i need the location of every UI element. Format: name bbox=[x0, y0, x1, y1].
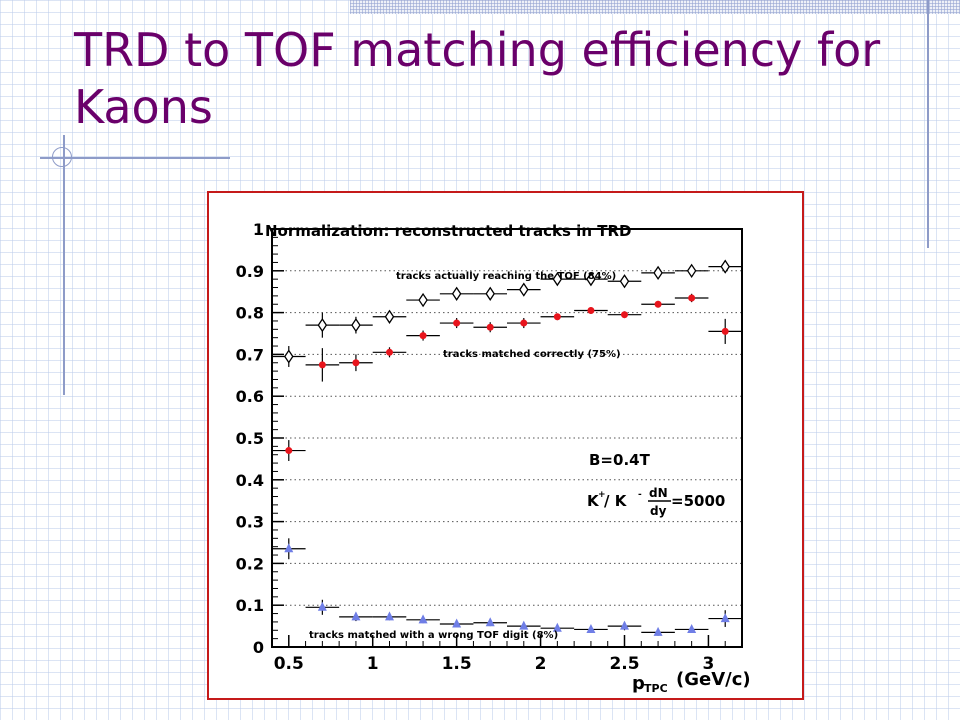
multiplicity-annotation: K + / K - dN dy =5000 bbox=[587, 486, 725, 518]
y-tick-label: 0.1 bbox=[236, 596, 264, 615]
data-point-triangle bbox=[385, 611, 394, 621]
data-point-circle bbox=[688, 294, 696, 302]
data-point-circle bbox=[621, 311, 628, 319]
ratio-minus-sign: - bbox=[638, 490, 642, 500]
series-filled-triangle bbox=[272, 538, 742, 636]
data-point-triangle bbox=[317, 601, 327, 611]
ratio-kaon-minus: / K bbox=[604, 492, 628, 510]
data-point-triangle bbox=[586, 623, 596, 633]
ratio-dn: dN bbox=[649, 486, 668, 500]
data-point-diamond bbox=[552, 271, 563, 287]
data-point-circle bbox=[587, 307, 595, 315]
data-point-triangle bbox=[485, 617, 495, 627]
data-point-diamond bbox=[686, 263, 697, 278]
chart-title: Normalization: reconstructed tracks in T… bbox=[265, 222, 631, 240]
x-axis-title-unit: (GeV/c) bbox=[676, 669, 751, 690]
b-field-annotation: B=0.4T bbox=[589, 451, 651, 469]
data-point-diamond bbox=[720, 259, 730, 274]
data-point-diamond bbox=[485, 286, 495, 301]
decor-ring bbox=[52, 147, 72, 167]
data-point-diamond bbox=[384, 309, 395, 324]
left-decor-line bbox=[63, 135, 65, 395]
axes: 0 0.1 0.2 0.3 0.4 0.5 0.6 0.7 0.8 0.9 1 0.5 1 1.5 2 2.5… bbox=[236, 220, 726, 674]
x-axis-title: p TPC (GeV/c) bbox=[632, 669, 751, 695]
y-tick-label: 0.4 bbox=[236, 471, 264, 490]
data-point-diamond bbox=[619, 274, 630, 289]
data-point-triangle bbox=[620, 620, 629, 630]
y-tick-label: 0 bbox=[253, 638, 264, 657]
data-point-triangle bbox=[452, 618, 462, 628]
x-tick-label: 3 bbox=[703, 654, 715, 674]
data-point-diamond bbox=[519, 282, 529, 297]
data-point-circle bbox=[285, 447, 293, 455]
legend-label-wrong: tracks matched with a wrong TOF digit (8… bbox=[309, 630, 558, 641]
data-point-circle bbox=[318, 361, 326, 369]
chart-frame: 0 0.1 0.2 0.3 0.4 0.5 0.6 0.7 0.8 0.9 1 0.5 1 1.5 2 2.5… bbox=[207, 191, 804, 700]
data-point-triangle bbox=[519, 620, 529, 630]
data-point-triangle bbox=[351, 611, 361, 621]
grid bbox=[272, 270, 742, 606]
x-tick-label: 2 bbox=[535, 654, 547, 674]
efficiency-chart: 0 0.1 0.2 0.3 0.4 0.5 0.6 0.7 0.8 0.9 1 0.5 1 1.5 2 2.5… bbox=[236, 220, 751, 695]
data-point-triangle bbox=[284, 543, 294, 553]
data-point-diamond bbox=[351, 317, 361, 333]
data-point-triangle bbox=[687, 623, 697, 633]
y-tick-label: 1 bbox=[253, 220, 264, 239]
data-point-circle bbox=[520, 319, 528, 327]
y-tick-label: 0.3 bbox=[236, 513, 264, 532]
data-point-triangle bbox=[552, 622, 562, 632]
x-axis-title-p: p bbox=[632, 673, 645, 694]
series-open-diamond bbox=[272, 259, 742, 367]
title-underline bbox=[40, 157, 230, 159]
data-point-circle bbox=[419, 332, 427, 340]
data-point-circle bbox=[453, 319, 461, 327]
series-filled-circle bbox=[272, 293, 742, 461]
data-point-circle bbox=[553, 313, 561, 321]
data-point-diamond bbox=[317, 317, 328, 333]
ratio-plus-sign: + bbox=[598, 490, 606, 500]
data-point-circle bbox=[386, 348, 393, 356]
data-point-diamond bbox=[586, 271, 596, 287]
y-tick-label: 0.9 bbox=[236, 262, 264, 281]
y-tick-label: 0.7 bbox=[236, 345, 264, 364]
data-point-triangle bbox=[653, 626, 663, 636]
data-point-diamond bbox=[418, 292, 428, 308]
data-point-triangle bbox=[720, 613, 730, 623]
top-decor-band bbox=[350, 0, 960, 14]
data-point-circle bbox=[721, 327, 729, 335]
series-markers bbox=[272, 259, 742, 636]
legend-label-correct: tracks matched correctly (75%) bbox=[443, 349, 621, 360]
ratio-dy: dy bbox=[650, 504, 667, 518]
x-tick-label: 1.5 bbox=[442, 654, 472, 674]
data-point-diamond bbox=[284, 349, 294, 364]
data-point-circle bbox=[352, 359, 360, 367]
x-tick-label: 0.5 bbox=[274, 654, 304, 674]
legend-label-tof: tracks actually reaching the TOF (84%) bbox=[396, 271, 616, 282]
data-point-triangle bbox=[418, 614, 428, 624]
x-tick-label: 2.5 bbox=[609, 654, 639, 674]
y-tick-label: 0.2 bbox=[236, 554, 264, 573]
slide-title: TRD to TOF matching efficiency for Kaons bbox=[74, 23, 881, 134]
ratio-value: =5000 bbox=[671, 492, 725, 510]
y-tick-label: 0.5 bbox=[236, 429, 264, 448]
y-tick-label: 0.6 bbox=[236, 387, 264, 406]
data-point-circle bbox=[486, 323, 494, 331]
y-tick-label: 0.8 bbox=[236, 304, 264, 323]
data-point-diamond bbox=[451, 286, 462, 301]
data-point-diamond bbox=[653, 265, 663, 281]
x-axis-title-sub: TPC bbox=[644, 682, 668, 695]
x-tick-label: 1 bbox=[367, 654, 379, 674]
ratio-kaon-plus: K bbox=[587, 492, 600, 510]
right-decor-line bbox=[927, 0, 929, 248]
data-point-circle bbox=[654, 300, 662, 308]
